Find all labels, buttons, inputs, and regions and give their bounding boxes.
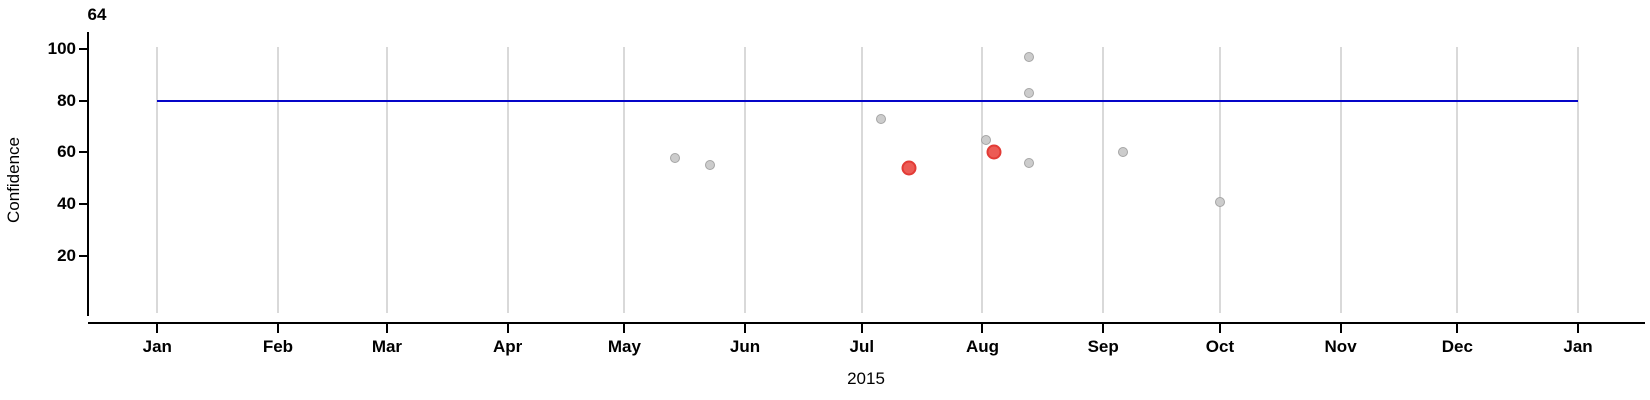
x-tick-mark [981,324,984,333]
x-tick-mark [860,324,863,333]
data-point-highlighted [901,160,917,176]
x-tick-mark [276,324,279,333]
month-gridline [276,47,279,313]
data-point-default [669,152,680,163]
month-gridline [385,47,388,313]
reference-line [157,99,1579,102]
month-gridline [744,47,747,313]
data-point-default [1024,87,1035,98]
x-tick-label: Jul [849,337,875,356]
y-tick-mark [79,151,88,154]
month-gridline [1339,47,1342,313]
x-tick-mark [1456,324,1459,333]
month-gridline [1577,47,1580,313]
x-tick-label: Aug [965,337,999,356]
x-tick-label: Sep [1087,337,1119,356]
x-tick-label: Oct [1205,337,1235,356]
y-tick-label: 100 [47,38,76,58]
data-point-default [1214,196,1225,207]
x-tick-mark [1339,324,1342,333]
x-tick-mark [1218,324,1221,333]
data-point-default [981,134,992,145]
y-tick-label: 80 [57,90,76,110]
data-point-default [1024,51,1035,62]
x-axis-line [88,322,1645,324]
x-tick-label: May [607,337,641,356]
x-tick-label: Feb [262,337,294,356]
y-tick-mark [79,254,88,257]
x-tick-mark [1577,324,1580,333]
x-tick-mark [156,324,159,333]
data-point-default [705,160,716,171]
x-tick-label: Apr [492,337,523,356]
x-tick-label: Jan [142,337,172,356]
y-tick-label: 60 [57,142,76,162]
x-tick-label: Jun [729,337,761,356]
data-point-default [876,113,887,124]
month-gridline [1102,47,1105,313]
x-tick-mark [1102,324,1105,333]
y-tick-mark [79,203,88,206]
y-tick-label: 40 [57,194,76,214]
month-gridline [156,47,159,313]
data-point-default [1024,157,1035,168]
x-tick-mark [506,324,509,333]
x-tick-mark [385,324,388,333]
chart-annotation-count: 64 [87,5,107,24]
x-tick-mark [623,324,626,333]
x-tick-label: Jan [1563,337,1593,356]
x-tick-label: Mar [371,337,403,356]
y-axis-title: Confidence [4,136,23,224]
y-tick-mark [79,99,88,102]
data-point-default [1117,147,1128,158]
month-gridline [623,47,626,313]
x-axis-title: 2015 [847,369,885,388]
y-axis-line [87,32,89,316]
data-point-highlighted [986,144,1002,160]
y-tick-label: 20 [57,245,76,265]
x-tick-label: Dec [1441,337,1473,356]
month-gridline [1456,47,1459,313]
month-gridline [981,47,984,313]
y-tick-mark [79,47,88,50]
month-gridline [860,47,863,313]
x-tick-label: Nov [1324,337,1357,356]
month-gridline [506,47,509,313]
x-tick-mark [744,324,747,333]
month-gridline [1218,47,1221,313]
